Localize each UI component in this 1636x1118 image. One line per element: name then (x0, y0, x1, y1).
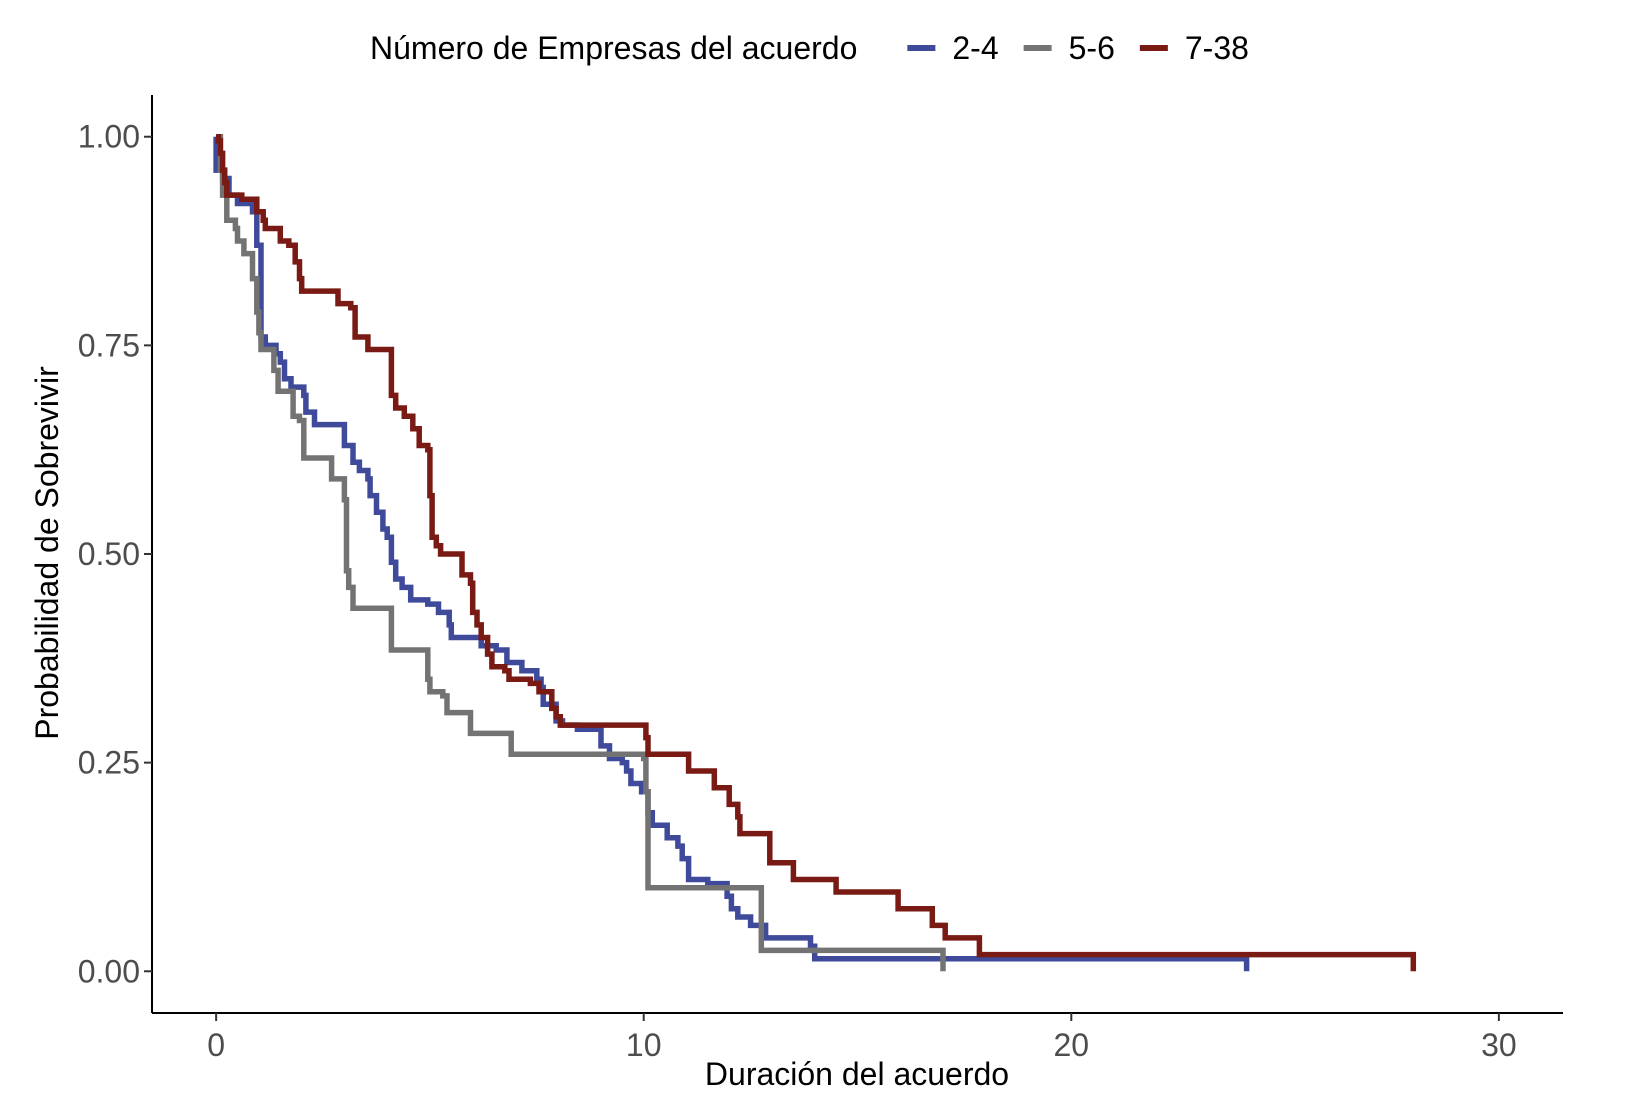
y-tick-label: 0.00 (78, 953, 140, 989)
y-axis-title: Probabilidad de Sobrevivir (29, 366, 65, 740)
legend: Número de Empresas del acuerdo 2-4 5-6 7-3… (370, 30, 1249, 66)
y-tick-label: 1.00 (78, 119, 140, 155)
y-axis-ticks: 0.00 0.25 0.50 0.75 1.00 (78, 119, 152, 989)
x-axis-title: Duración del acuerdo (705, 1056, 1009, 1092)
survival-curves (213, 133, 1417, 972)
y-tick-label: 0.25 (78, 745, 140, 781)
legend-label-2-4: 2-4 (952, 30, 998, 66)
x-axis-ticks: 0 10 20 30 (207, 1013, 1517, 1063)
curve-2-4 (213, 136, 1250, 972)
legend-title: Número de Empresas del acuerdo (370, 30, 857, 66)
legend-label-5-6: 5-6 (1069, 30, 1115, 66)
x-tick-label: 10 (626, 1027, 662, 1063)
curve-5-6 (216, 133, 946, 972)
y-tick-label: 0.50 (78, 536, 140, 572)
x-tick-label: 20 (1053, 1027, 1089, 1063)
x-tick-label: 0 (207, 1027, 225, 1063)
y-tick-label: 0.75 (78, 327, 140, 363)
curve-7-38 (215, 133, 1417, 972)
x-tick-label: 30 (1481, 1027, 1517, 1063)
legend-label-7-38: 7-38 (1185, 30, 1249, 66)
